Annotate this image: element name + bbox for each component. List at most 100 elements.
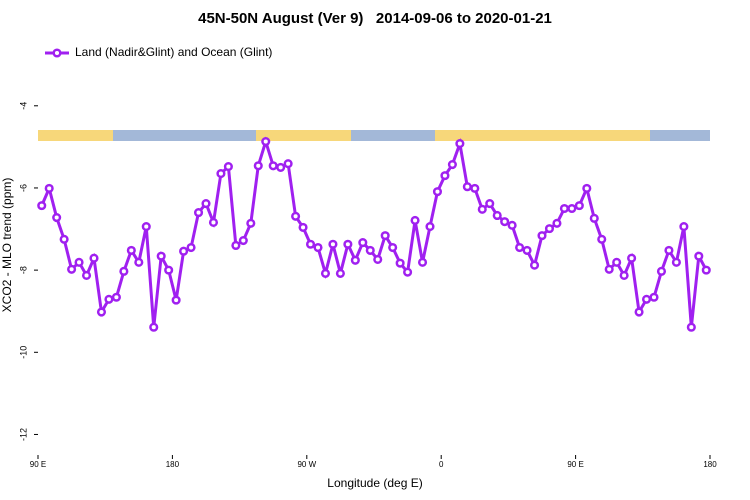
point — [432, 187, 443, 197]
point — [597, 234, 607, 244]
point — [686, 322, 696, 332]
point — [395, 258, 405, 268]
point — [604, 264, 614, 274]
point — [96, 307, 107, 317]
point — [567, 203, 577, 214]
point — [634, 307, 644, 317]
point — [81, 270, 92, 281]
point — [59, 234, 69, 244]
point — [283, 159, 293, 169]
point — [619, 270, 629, 281]
point — [694, 251, 704, 261]
point — [656, 266, 667, 276]
point — [403, 267, 413, 277]
point — [582, 183, 592, 193]
point — [201, 199, 211, 209]
point — [291, 211, 301, 221]
x-axis-label: Longitude (deg E) — [327, 476, 422, 490]
point — [447, 159, 457, 170]
point — [537, 231, 547, 241]
x-tick-label: 90 W — [297, 460, 316, 469]
y-axis-label: XCO2 - MLO trend (ppm) — [0, 178, 14, 313]
point — [149, 322, 159, 332]
point — [119, 266, 129, 276]
point — [470, 183, 480, 193]
point — [171, 295, 181, 305]
point — [410, 215, 420, 225]
x-tick-label: 0 — [439, 460, 444, 469]
point — [134, 257, 144, 267]
legend-label: Land (Nadir&Glint) and Ocean (Glint) — [75, 45, 272, 59]
point — [500, 217, 510, 227]
point — [216, 169, 226, 179]
point — [485, 199, 495, 209]
point — [156, 251, 166, 261]
point — [492, 210, 502, 221]
point — [111, 292, 121, 302]
point — [320, 268, 331, 278]
point — [477, 204, 487, 214]
point — [522, 245, 532, 255]
point — [268, 161, 278, 171]
point — [44, 183, 54, 193]
point — [141, 222, 151, 232]
point — [223, 162, 233, 172]
point — [298, 222, 308, 232]
point — [701, 265, 711, 275]
point — [231, 240, 241, 251]
x-tick-label: 90 E — [30, 460, 46, 469]
point — [612, 257, 622, 267]
point — [328, 239, 338, 249]
legend-marker — [52, 48, 62, 58]
point — [350, 255, 360, 265]
chart-title: 45N-50N August (Ver 9) 2014-09-06 to 202… — [198, 10, 552, 27]
point — [649, 292, 659, 302]
point — [455, 139, 465, 149]
point — [276, 162, 286, 172]
point — [253, 161, 263, 171]
land-ocean-strip — [38, 130, 710, 141]
y-tick-label: -4 — [18, 102, 28, 110]
point — [126, 245, 136, 255]
point — [544, 224, 555, 234]
point — [246, 218, 256, 228]
point — [208, 217, 219, 228]
point — [343, 239, 353, 249]
point — [186, 242, 196, 253]
point — [559, 203, 569, 214]
x-tick-label: 180 — [166, 460, 180, 469]
series-line — [40, 136, 708, 328]
point — [417, 257, 428, 267]
point — [664, 245, 674, 255]
point — [627, 253, 637, 263]
point — [358, 238, 368, 248]
point — [641, 294, 652, 304]
x-tick-label: 90 E — [567, 460, 583, 469]
point — [373, 254, 383, 264]
point — [515, 242, 525, 253]
point — [89, 253, 99, 263]
point — [679, 222, 689, 232]
point — [589, 213, 599, 223]
point — [462, 182, 472, 192]
y-tick-label: -10 — [18, 346, 28, 359]
point — [238, 235, 248, 246]
point — [335, 268, 345, 278]
point — [507, 220, 517, 230]
y-tick-label: -8 — [18, 266, 28, 274]
point — [388, 242, 398, 253]
point — [380, 231, 390, 241]
point — [179, 246, 189, 256]
point — [67, 264, 77, 274]
point — [164, 265, 174, 275]
point — [529, 260, 540, 270]
y-tick-label: -6 — [18, 184, 28, 192]
point — [305, 239, 316, 249]
point — [552, 218, 562, 228]
point — [440, 171, 450, 181]
point — [261, 136, 271, 147]
point — [37, 201, 47, 211]
point — [671, 257, 681, 267]
point — [52, 212, 62, 223]
